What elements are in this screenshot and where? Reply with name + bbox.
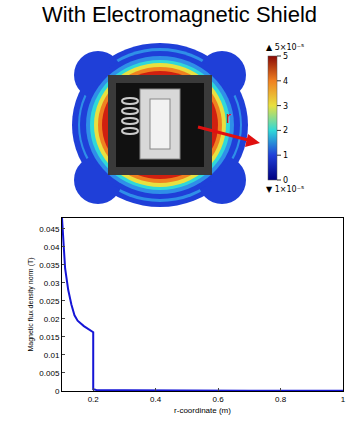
svg-text:▲ 5×10⁻⁵: ▲ 5×10⁻⁵ [266,43,304,52]
svg-text:0.035: 0.035 [39,261,60,270]
svg-text:0.4: 0.4 [150,395,162,404]
svg-text:r: r [226,109,232,126]
svg-text:0: 0 [55,387,60,396]
svg-text:0.005: 0.005 [39,369,60,378]
html-text:With Electromagnetic Shield: With Electromagnetic Shield [41,2,318,27]
svg-text:1: 1 [283,151,288,160]
svg-text:0.02: 0.02 [44,315,60,324]
svg-text:Magnetic flux density norm (T): Magnetic flux density norm (T) [27,257,35,351]
svg-text:0.015: 0.015 [39,333,60,342]
svg-text:0.2: 0.2 [88,395,100,404]
svg-text:▼ 1×10⁻⁵: ▼ 1×10⁻⁵ [266,185,304,194]
svg-text:0.01: 0.01 [44,351,60,360]
svg-text:5: 5 [283,52,288,61]
svg-text:0.045: 0.045 [39,225,60,234]
svg-text:0.6: 0.6 [213,395,225,404]
svg-text:0.03: 0.03 [44,279,60,288]
svg-text:0: 0 [283,176,288,185]
svg-text:r-coordinate (m): r-coordinate (m) [174,406,231,415]
svg-text:0.8: 0.8 [275,395,287,404]
svg-text:0.04: 0.04 [44,243,60,252]
svg-text:3: 3 [283,102,288,111]
svg-text:2: 2 [283,126,288,135]
svg-text:4: 4 [283,77,288,86]
svg-text:0.025: 0.025 [39,297,60,306]
svg-text:1: 1 [341,395,346,404]
